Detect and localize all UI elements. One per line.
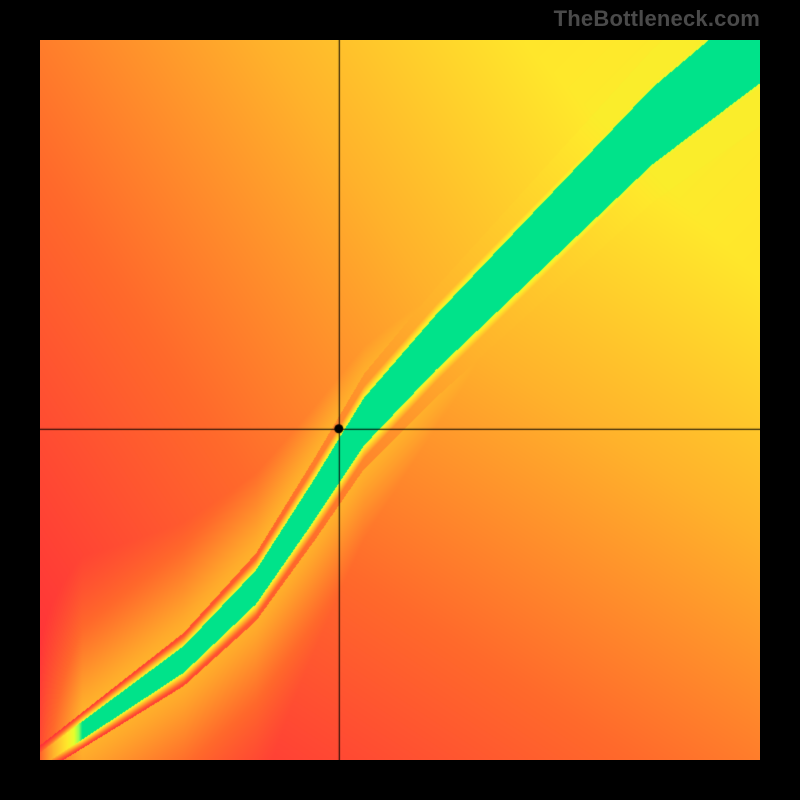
chart-frame: TheBottleneck.com bbox=[0, 0, 800, 800]
attribution-text: TheBottleneck.com bbox=[554, 6, 760, 32]
heatmap-canvas bbox=[40, 40, 760, 760]
plot-area bbox=[40, 40, 760, 760]
